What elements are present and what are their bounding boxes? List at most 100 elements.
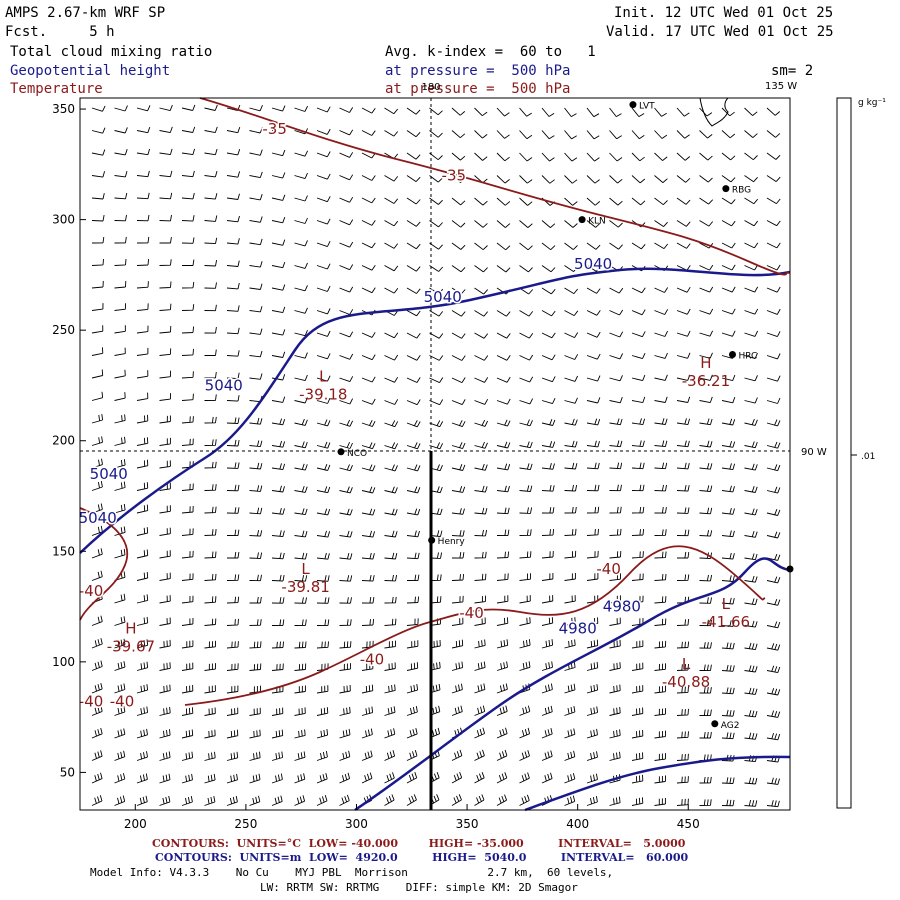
wind-barb bbox=[159, 303, 172, 311]
wind-barb bbox=[631, 573, 644, 581]
wind-barb bbox=[361, 728, 373, 739]
extremum-value: -36.21 bbox=[682, 372, 730, 390]
wind-barb bbox=[339, 107, 354, 113]
x-tick-label: 450 bbox=[677, 817, 700, 831]
wind-barb bbox=[766, 621, 781, 629]
wind-barb bbox=[136, 258, 150, 266]
extremum-symbol: L bbox=[301, 560, 310, 578]
model-title: AMPS 2.67-km WRF SP bbox=[5, 5, 166, 21]
wind-barb bbox=[451, 130, 466, 139]
wind-barb bbox=[519, 441, 533, 449]
wind-barb bbox=[339, 196, 354, 203]
wind-barb bbox=[249, 373, 263, 380]
wind-barb bbox=[204, 529, 217, 536]
wind-barb bbox=[699, 574, 713, 582]
wind-barb bbox=[114, 149, 128, 156]
wind-barb bbox=[181, 148, 196, 156]
wind-barb bbox=[316, 707, 329, 716]
wind-barb bbox=[114, 303, 126, 311]
wind-barb bbox=[721, 507, 735, 515]
wind-barb bbox=[159, 370, 172, 379]
wind-barb bbox=[721, 330, 736, 337]
wind-barb bbox=[249, 663, 262, 671]
wind-barb bbox=[249, 194, 263, 201]
wind-barb bbox=[699, 619, 712, 627]
wind-barb bbox=[519, 507, 533, 514]
wind-barb bbox=[114, 127, 128, 134]
wind-barb bbox=[766, 308, 781, 315]
wind-barb bbox=[294, 575, 308, 582]
wind-barb bbox=[204, 773, 216, 784]
wind-barb bbox=[181, 348, 194, 356]
wind-barb bbox=[204, 148, 218, 156]
height-contour bbox=[354, 557, 791, 812]
station-label: RBG bbox=[732, 186, 751, 196]
wind-barb bbox=[699, 507, 713, 515]
station-label: KLN bbox=[588, 217, 606, 227]
wind-barb bbox=[114, 481, 126, 491]
wind-barb bbox=[564, 220, 578, 228]
wind-barb bbox=[609, 309, 624, 316]
wind-barb bbox=[451, 242, 466, 250]
wind-barb bbox=[699, 687, 712, 694]
wind-barb bbox=[406, 464, 421, 472]
wind-barb bbox=[496, 639, 509, 649]
wind-barb bbox=[271, 374, 286, 381]
wind-barb bbox=[676, 197, 691, 205]
wind-barb bbox=[159, 729, 171, 739]
wind-barb bbox=[204, 349, 217, 356]
wind-barb bbox=[766, 152, 781, 160]
wind-barb bbox=[654, 287, 669, 293]
extremum-value: -39.18 bbox=[299, 385, 347, 403]
wind-barb bbox=[496, 175, 510, 184]
wind-barb bbox=[114, 192, 128, 200]
wind-barb bbox=[564, 107, 577, 117]
wind-barb bbox=[294, 707, 306, 716]
wind-barb bbox=[519, 705, 531, 716]
wind-barb bbox=[271, 351, 286, 358]
wind-barb bbox=[474, 794, 485, 806]
wind-barb bbox=[249, 596, 262, 604]
wind-barb bbox=[451, 617, 464, 626]
wind-barb bbox=[721, 732, 735, 740]
wind-barb bbox=[91, 660, 103, 671]
wind-barb bbox=[249, 462, 263, 470]
wind-barb bbox=[294, 262, 308, 269]
wind-barb bbox=[316, 128, 331, 135]
height-labels: 5040 5040 5040 5040 5040 4980 4980 bbox=[77, 253, 642, 639]
wind-barb bbox=[744, 220, 759, 227]
wind-barb bbox=[541, 550, 554, 559]
wind-barb bbox=[676, 352, 691, 359]
wind-barb bbox=[114, 795, 126, 806]
wind-barb bbox=[631, 752, 644, 761]
wind-barb bbox=[316, 330, 331, 337]
wind-barb bbox=[294, 773, 306, 784]
wind-barb bbox=[136, 616, 149, 626]
wind-barb bbox=[676, 152, 691, 161]
wind-barb bbox=[744, 553, 758, 561]
wind-barb bbox=[159, 126, 173, 134]
wind-barb bbox=[316, 196, 331, 203]
wind-barb bbox=[271, 707, 284, 716]
wind-barb bbox=[114, 258, 127, 266]
wind-barb bbox=[654, 107, 667, 117]
y-tick-label: 250 bbox=[52, 323, 75, 337]
station-marker bbox=[337, 448, 345, 456]
wind-barb bbox=[451, 508, 465, 515]
wind-barb bbox=[519, 794, 530, 806]
wind-barb bbox=[339, 442, 353, 449]
wind-barb bbox=[339, 684, 351, 694]
wind-barb bbox=[519, 529, 532, 536]
wind-barb bbox=[181, 707, 194, 716]
wind-barb bbox=[631, 640, 644, 649]
wind-barb bbox=[766, 643, 781, 651]
wind-barb bbox=[294, 641, 307, 649]
wind-barb bbox=[654, 640, 667, 649]
wind-barb bbox=[631, 396, 646, 404]
wind-barb bbox=[676, 753, 689, 761]
wind-barb bbox=[451, 595, 464, 604]
wind-barb bbox=[271, 463, 286, 471]
wind-barb bbox=[609, 462, 623, 470]
wind-barb bbox=[451, 639, 464, 649]
wind-barb bbox=[609, 197, 623, 206]
